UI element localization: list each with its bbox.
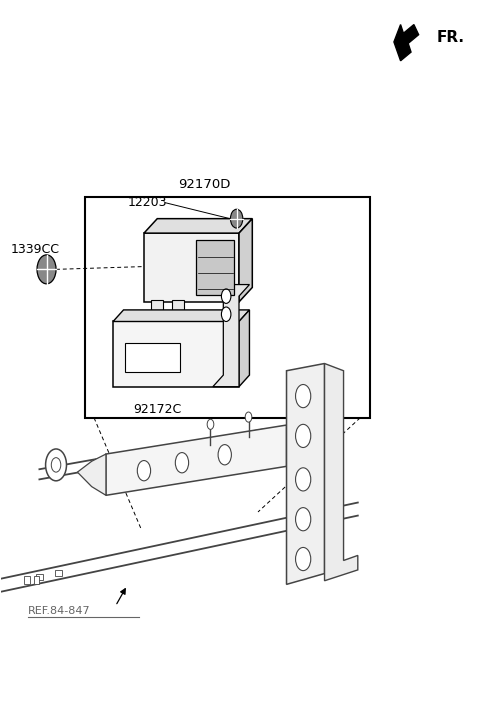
Polygon shape: [325, 364, 358, 581]
Bar: [54, 570, 62, 576]
Circle shape: [295, 507, 311, 531]
Polygon shape: [213, 284, 250, 387]
Text: FR.: FR.: [436, 30, 464, 45]
Circle shape: [295, 385, 311, 408]
Circle shape: [295, 547, 311, 571]
Bar: [173, 300, 185, 315]
Bar: [24, 577, 30, 584]
Text: 1339CC: 1339CC: [11, 243, 60, 256]
Bar: [85, 197, 369, 418]
Circle shape: [295, 467, 311, 491]
Circle shape: [137, 460, 151, 481]
Polygon shape: [106, 425, 286, 495]
Bar: [113, 321, 239, 387]
Circle shape: [221, 289, 231, 303]
Circle shape: [221, 307, 231, 321]
Circle shape: [175, 453, 189, 473]
Circle shape: [207, 419, 214, 430]
Circle shape: [218, 445, 231, 465]
Polygon shape: [144, 219, 252, 233]
Text: 12203: 12203: [127, 196, 167, 209]
Bar: [35, 574, 43, 580]
Polygon shape: [77, 454, 106, 495]
Text: REF.84-847: REF.84-847: [28, 606, 90, 616]
Polygon shape: [286, 364, 325, 585]
Bar: [196, 241, 234, 294]
Polygon shape: [239, 310, 250, 387]
Circle shape: [37, 255, 56, 284]
Bar: [144, 233, 239, 302]
Bar: [151, 300, 163, 315]
Circle shape: [295, 425, 311, 448]
Bar: [125, 343, 180, 372]
Circle shape: [51, 458, 61, 472]
Bar: [34, 577, 39, 584]
Circle shape: [230, 209, 243, 228]
Polygon shape: [113, 310, 250, 321]
Polygon shape: [239, 219, 252, 302]
Text: 92170D: 92170D: [178, 178, 230, 191]
Circle shape: [245, 412, 252, 422]
Text: 92172C: 92172C: [133, 403, 181, 416]
Polygon shape: [394, 25, 419, 61]
Circle shape: [45, 449, 66, 481]
